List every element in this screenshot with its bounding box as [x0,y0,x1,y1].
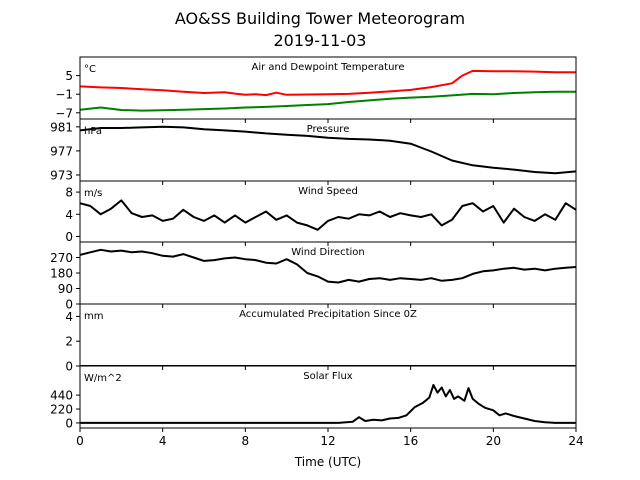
panel-4-ytick-label: 0 [65,360,73,374]
x-axis: 0 4 8 12 16 20 24 [76,434,583,448]
xtick-label: 12 [320,434,335,448]
panel-3-series-0 [80,248,576,284]
panel-0-series-1 [80,90,576,112]
panel-1-ytick-label: 977 [50,144,73,158]
panel-5-unit-label: W/m^2 [84,373,122,384]
panel-3-title: Wind Direction [291,247,365,258]
panel-1-ytick-label: 981 [50,120,73,134]
panel-1: 981 977 973 Pressure hPa [50,118,577,185]
xtick-label: 16 [403,434,418,448]
panel-1-series-0 [80,125,576,175]
panel-1-title: Pressure [307,124,350,135]
panel-0-title: Air and Dewpoint Temperature [252,62,405,73]
panel-4: 4 2 0 Accumulated Precipitation Since 0Z mm [65,303,577,374]
panel-5-ytick-label: 440 [50,389,73,403]
panel-2: 8 4 0 Wind Speed m/s [65,180,577,246]
panel-0-ytick-label: −7 [55,106,73,120]
panel-2-title: Wind Speed [298,186,358,197]
panel-4-unit-label: mm [84,311,103,322]
panel-5-series-0 [80,384,576,424]
panels-group: 5 −1 −7 Air and Dewpoint Temperature °C 981 97… [50,56,577,432]
panel-3-ytick-label: 270 [50,251,73,265]
panel-3-ytick-label: 180 [50,267,73,281]
xtick-label: 20 [486,434,501,448]
panel-4-ytick-label: 2 [65,335,73,349]
panel-0-unit-label: °C [84,64,96,75]
xtick-label: 0 [76,434,84,448]
panel-3-ytick-label: 90 [58,282,73,296]
panel-1-unit-label: hPa [84,126,102,137]
panel-4-title: Accumulated Precipitation Since 0Z [239,309,417,320]
panel-2-ytick-label: 4 [65,208,73,222]
panel-0-series-0 [80,69,576,97]
x-axis-label: Time (UTC) [294,455,361,469]
figure-title: AO&SS Building Tower Meteorogram [175,9,465,28]
panel-3-ytick-label: 0 [65,298,73,312]
panel-0: 5 −1 −7 Air and Dewpoint Temperature °C [55,56,577,123]
panel-5-ytick-label: 220 [50,403,73,417]
panel-2-ytick-label: 8 [65,186,73,200]
xtick-label: 8 [242,434,250,448]
panel-1-ytick-label: 973 [50,168,73,182]
panel-0-ytick-label: −1 [55,88,73,102]
panel-2-series-0 [80,199,576,231]
figure-subtitle: 2019-11-03 [274,31,367,50]
panel-2-ytick-label: 0 [65,230,73,244]
panel-5-ytick-label: 0 [65,416,73,430]
xtick-label: 24 [568,434,583,448]
xtick-label: 4 [159,434,167,448]
panel-5-title: Solar Flux [303,371,353,382]
panel-4-ytick-label: 4 [65,310,73,324]
panel-2-unit-label: m/s [84,188,102,199]
panel-0-ytick-label: 5 [65,69,73,83]
